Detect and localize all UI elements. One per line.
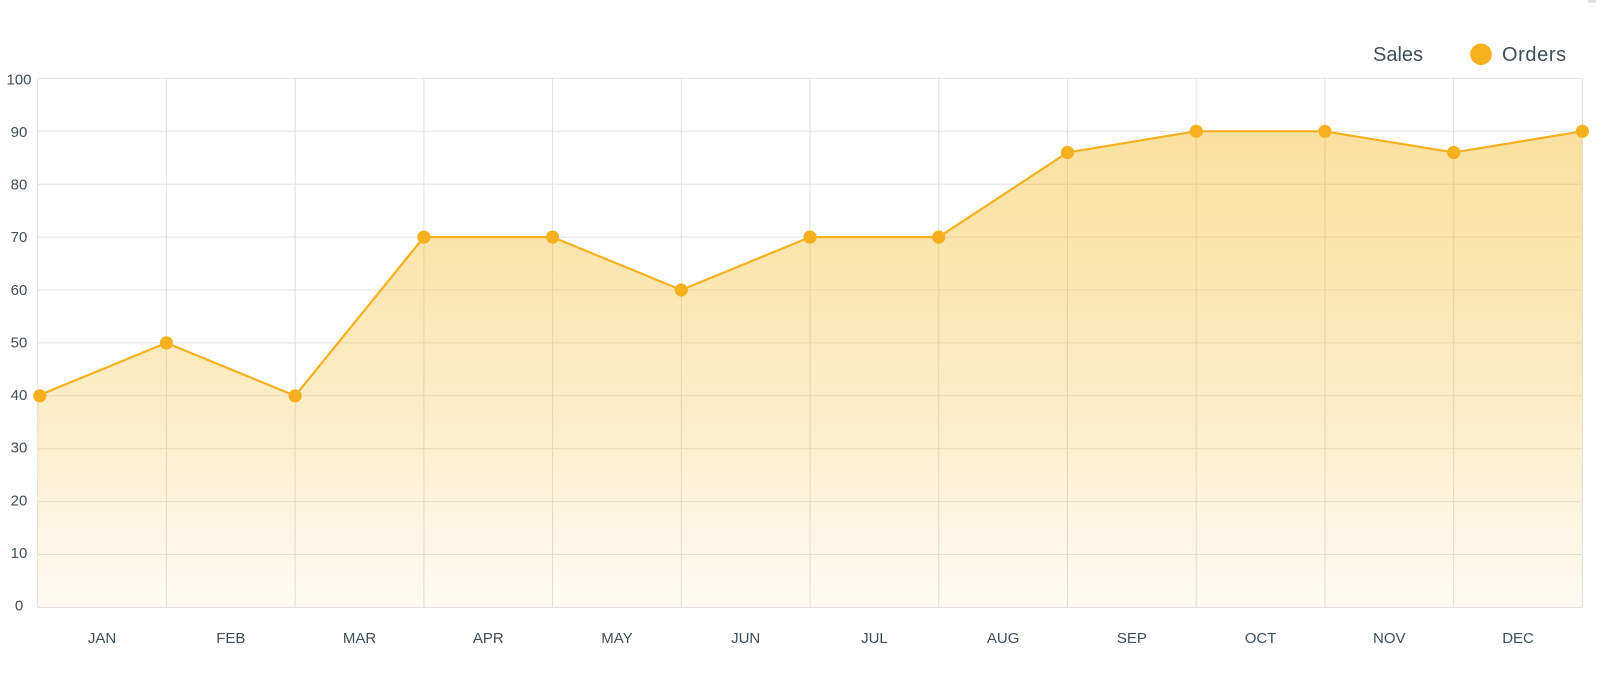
svg-text:100: 100: [6, 71, 31, 88]
svg-text:Sales: Sales: [1373, 44, 1423, 66]
svg-text:OCT: OCT: [1245, 630, 1277, 647]
svg-text:20: 20: [11, 492, 28, 509]
svg-text:DEC: DEC: [1502, 630, 1534, 647]
svg-text:FEB: FEB: [216, 630, 245, 647]
svg-text:10: 10: [11, 545, 28, 562]
svg-text:APR: APR: [473, 630, 504, 647]
svg-text:80: 80: [11, 177, 28, 194]
svg-text:0: 0: [15, 598, 23, 615]
svg-text:JUL: JUL: [861, 630, 888, 647]
svg-text:50: 50: [11, 334, 28, 351]
svg-text:AUG: AUG: [987, 630, 1020, 647]
svg-text:MAY: MAY: [601, 630, 632, 647]
svg-text:70: 70: [11, 229, 28, 246]
svg-text:90: 90: [11, 124, 28, 141]
svg-text:30: 30: [11, 440, 28, 457]
svg-text:Orders: Orders: [1502, 44, 1567, 66]
svg-text:SEP: SEP: [1117, 630, 1147, 647]
svg-text:NOV: NOV: [1373, 630, 1406, 647]
svg-text:60: 60: [11, 282, 28, 299]
svg-text:MAR: MAR: [343, 630, 377, 647]
svg-text:40: 40: [11, 387, 28, 404]
svg-text:JUN: JUN: [731, 630, 760, 647]
svg-text:JAN: JAN: [88, 630, 116, 647]
